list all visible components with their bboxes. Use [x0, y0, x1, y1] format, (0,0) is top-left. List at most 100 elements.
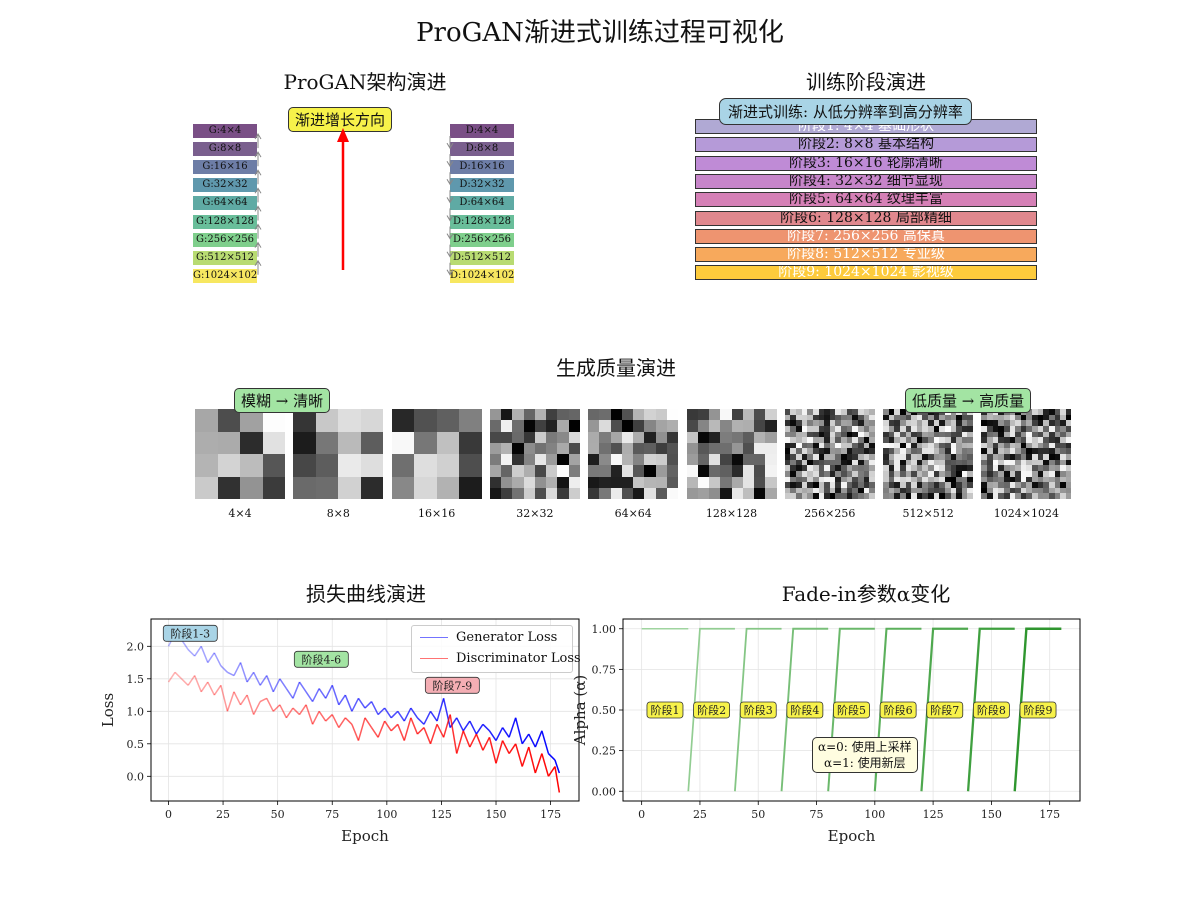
alpha-note-line-2: α=1: 使用新层: [824, 756, 906, 770]
discriminator-loss-line: [187, 675, 196, 686]
alpha-stage-line: [966, 627, 1015, 792]
generator-loss-line: [187, 649, 196, 657]
discriminator-loss-line: [462, 730, 471, 748]
loss-annotation-box: [162, 624, 218, 642]
loss-tick-label-y: 1.5: [127, 673, 145, 686]
discriminator-loss-line: [344, 717, 353, 725]
resolution-label: 128×128: [705, 507, 758, 520]
alpha-stage-label-box: [1019, 701, 1057, 719]
alpha-stage-line: [1013, 627, 1062, 792]
discriminator-loss-line: [357, 717, 366, 741]
discriminator-loss-line: [541, 753, 550, 777]
generator-loss-line: [227, 671, 235, 677]
discriminator-loss-line: [528, 746, 537, 774]
alpha-stage-label-box: [693, 701, 731, 719]
generator-loss-line: [272, 678, 281, 693]
discriminator-loss-line: [501, 740, 510, 754]
discriminator-block: D:4×4: [450, 124, 514, 138]
stage-bar: 阶段3: 16×16 轮廓清晰: [695, 155, 1037, 171]
alpha-stage-label-box: [786, 701, 824, 719]
generator-loss-line: [167, 632, 176, 647]
alpha-tick-label-y: 1.00: [592, 623, 617, 636]
discriminator-loss-line: [403, 717, 412, 741]
quality-thumbnail: [784, 409, 875, 499]
quality-thumbnail: [981, 409, 1072, 499]
generator-block: G:4×4: [193, 124, 257, 138]
generator-loss-line: [528, 733, 536, 748]
generator-loss-line: [482, 723, 490, 732]
generator-block: G:64×64: [193, 196, 257, 211]
quality-panel-title: 生成质量演进: [556, 356, 676, 380]
quality-thumbnail: [195, 409, 285, 499]
alpha-stage-label: 阶段7: [930, 703, 959, 717]
alpha-tick-label-y: 0.00: [592, 785, 617, 798]
generator-block: G:16×16: [193, 160, 257, 175]
loss-tick-label-y: 2.0: [127, 640, 145, 653]
discriminator-block: D:8×8: [450, 142, 514, 157]
alpha-stage-label-box: [972, 701, 1010, 719]
discriminator-loss-line: [181, 678, 189, 686]
generator-loss-line: [488, 730, 497, 741]
alpha-ylabel: Alpha (α): [571, 675, 589, 746]
generator-loss-line: [292, 681, 301, 699]
alpha-stage-label-box: [646, 701, 684, 719]
growth-direction-label: 渐进增长方向: [288, 107, 393, 132]
loss-tick-label-x: 125: [431, 808, 452, 821]
stage-bar: 阶段7: 256×256 高保真: [695, 228, 1037, 244]
generator-loss-line: [554, 759, 561, 774]
alpha-tick-label-y: 0.25: [592, 745, 617, 758]
generator-loss-line: [364, 701, 373, 709]
stage-bar: 阶段2: 8×8 基本结构: [695, 137, 1037, 153]
loss-annotation-label: 阶段4-6: [301, 652, 341, 666]
generator-loss-line: [403, 707, 412, 722]
quality-thumbnail: [293, 409, 384, 499]
discriminator-loss-line: [534, 753, 543, 774]
discriminator-loss-line: [325, 714, 333, 722]
alpha-xlabel: Epoch: [828, 827, 876, 845]
loss-tick-label-y: 0.0: [127, 770, 145, 783]
generator-block: G:256×256: [193, 232, 257, 247]
generator-loss-line: [547, 753, 556, 761]
discriminator-loss-line: [351, 724, 360, 741]
alpha-tick-label-x: 150: [981, 808, 1002, 821]
stage-panel-title: 训练阶段演进: [806, 70, 926, 94]
generator-loss-line: [252, 671, 261, 686]
discriminator-loss-line: [370, 727, 379, 738]
generator-loss-line: [279, 678, 288, 689]
generator-loss-line: [449, 717, 458, 728]
loss-tick-label-x: 75: [325, 808, 339, 821]
discriminator-loss-line: [311, 710, 320, 725]
legend-swatch-discriminator: [420, 658, 448, 659]
discriminator-block: D:32×32: [450, 178, 514, 193]
alpha-tick-label-x: 175: [1039, 808, 1060, 821]
discriminator-block: D:512×512: [450, 250, 514, 265]
generator-loss-line: [220, 665, 228, 673]
generator-loss-line: [331, 685, 340, 706]
generator-loss-line: [311, 688, 320, 702]
loss-tick-label-x: 50: [271, 808, 285, 821]
loss-annotation-box: [293, 650, 349, 668]
alpha-tick-label-x: 0: [638, 808, 645, 821]
arch-panel-title: ProGAN架构演进: [283, 70, 447, 94]
discriminator-loss-line: [475, 733, 484, 751]
generator-loss-line: [298, 681, 307, 693]
resolution-label: 256×256: [804, 507, 856, 520]
generator-loss-line: [534, 730, 543, 748]
discriminator-loss-line: [384, 720, 392, 732]
quality-thumbnail: [883, 409, 974, 499]
discriminator-loss-line: [397, 724, 406, 741]
generator-loss-line: [305, 691, 314, 702]
alpha-note-box: α=0: 使用上采样 α=1: 使用新层: [812, 737, 918, 773]
discriminator-block: D:256×256: [450, 232, 514, 247]
discriminator-loss-line: [193, 675, 202, 693]
discriminator-loss-line: [246, 694, 255, 715]
loss-annotation-box: [424, 676, 480, 694]
low-to-high-quality-callout: 低质量 → 高质量: [905, 388, 1032, 413]
generator-loss-line: [469, 720, 478, 735]
discriminator-loss-line: [377, 720, 386, 738]
generator-loss-line: [436, 698, 445, 722]
generator-loss-line: [384, 707, 392, 719]
loss-ylabel: Loss: [99, 693, 117, 727]
generator-loss-line: [423, 710, 432, 725]
discriminator-block: D:1024×1024: [450, 268, 514, 283]
